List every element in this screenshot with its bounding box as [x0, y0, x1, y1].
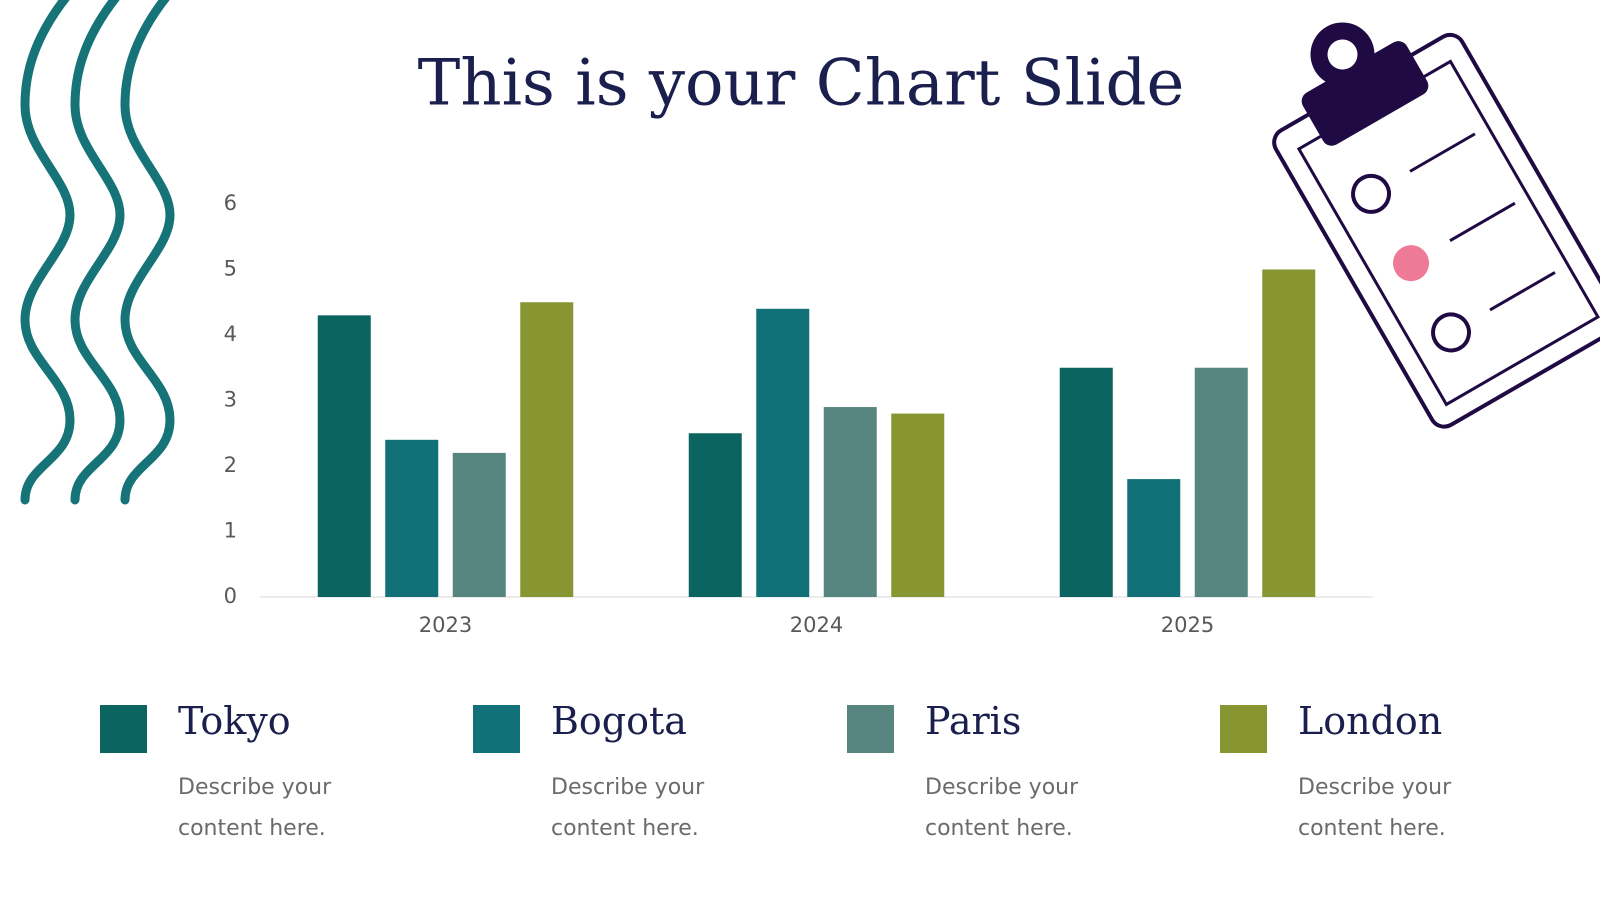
bar [520, 302, 574, 597]
bar [1262, 269, 1316, 597]
bar [823, 407, 877, 597]
legend-label: Tokyo [178, 699, 291, 743]
waves [20, 0, 175, 505]
x-tick-label: 2024 [790, 613, 843, 637]
legend-swatch [847, 705, 894, 753]
legend-label: Paris [925, 699, 1022, 743]
legend-description: Describe your content here. [925, 775, 1079, 841]
y-tick-label: 6 [224, 191, 237, 215]
chart-title: This is your Chart Slide [418, 47, 1185, 121]
bar [452, 452, 506, 597]
bar [688, 433, 742, 597]
bar [317, 315, 371, 597]
bar [891, 413, 945, 597]
legend-swatch [1220, 705, 1267, 753]
y-tick-label: 2 [224, 453, 237, 477]
legend-description: Describe your content here. [1298, 775, 1452, 841]
bar [1194, 367, 1248, 597]
y-tick-label: 3 [224, 388, 237, 412]
y-tick-label: 4 [224, 322, 237, 346]
x-tick-label: 2025 [1161, 613, 1214, 637]
legend-label: London [1298, 699, 1443, 743]
y-tick-label: 0 [224, 584, 237, 608]
x-tick-label: 2023 [419, 613, 472, 637]
y-tick-label: 1 [224, 519, 237, 543]
legend-swatch [473, 705, 520, 753]
bar [1127, 479, 1181, 597]
bar [1059, 367, 1113, 597]
legend-swatch [100, 705, 147, 753]
y-tick-label: 5 [224, 257, 237, 281]
clipboard-icon [1272, 22, 1600, 429]
legend-description: Describe your content here. [178, 775, 332, 841]
bar [756, 308, 810, 597]
legend-label: Bogota [551, 699, 687, 743]
legend-description: Describe your content here. [551, 775, 705, 841]
bar [385, 439, 439, 597]
